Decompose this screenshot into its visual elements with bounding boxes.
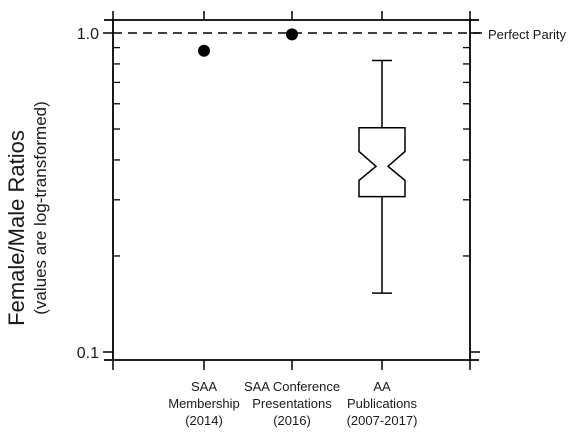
notched-box — [358, 126, 406, 198]
category-label-line: SAA — [191, 379, 217, 394]
category-label-line: (2014) — [185, 413, 223, 428]
category-label-line: Membership — [168, 396, 240, 411]
data-point — [286, 28, 298, 41]
labels-layer: 0.1 1.0 SAA Membership (2014) SAA Conference P… — [77, 26, 418, 428]
category-label-line: SAA Conference — [244, 379, 340, 394]
y-axis-subtitle: (values are log-transformed) — [31, 101, 50, 315]
y-axis-title: Female/Male Ratios — [4, 130, 29, 326]
category-label-line: AA — [373, 379, 391, 394]
data-point — [198, 44, 210, 57]
axes-layer — [104, 19, 479, 361]
perfect-parity-label: Perfect Parity — [488, 27, 567, 42]
category-label-line: Presentations — [252, 396, 332, 411]
ticks-layer — [103, 11, 480, 370]
y-tick-label: 0.1 — [77, 345, 99, 362]
category-label-line: (2007-2017) — [347, 413, 418, 428]
marks-layer — [113, 28, 482, 294]
category-label-line: Publications — [347, 396, 418, 411]
category-label-line: (2016) — [273, 413, 311, 428]
y-tick-label: 1.0 — [77, 26, 99, 43]
